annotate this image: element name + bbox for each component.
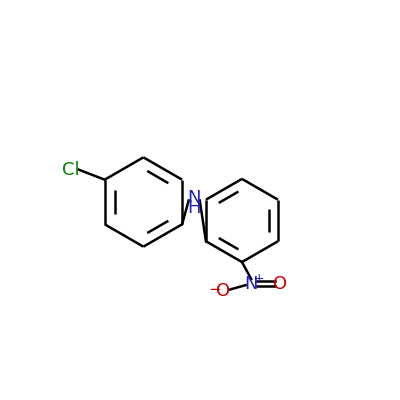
Text: N: N xyxy=(188,189,201,207)
Text: H: H xyxy=(188,199,201,217)
Text: −: − xyxy=(208,282,221,297)
Text: Cl: Cl xyxy=(62,161,80,179)
Text: N: N xyxy=(244,275,258,293)
Text: +: + xyxy=(254,272,264,284)
Text: O: O xyxy=(216,282,230,300)
Text: O: O xyxy=(273,275,288,293)
